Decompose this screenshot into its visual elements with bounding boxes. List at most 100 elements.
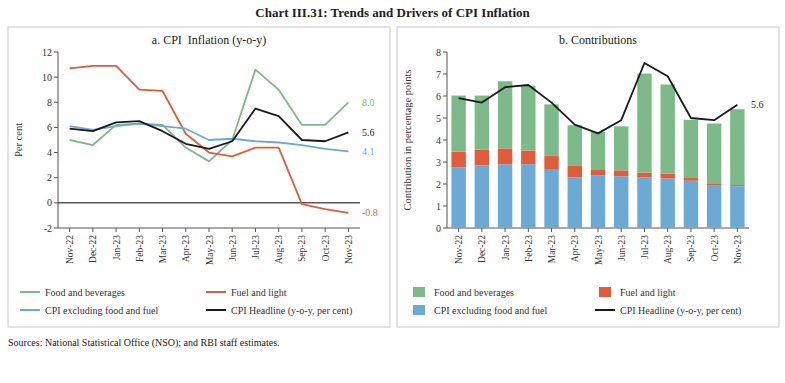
bar (475, 149, 489, 165)
y-tick-label: 1 (436, 201, 441, 212)
x-tick-label: Oct-23 (321, 235, 331, 262)
x-tick (481, 228, 482, 232)
bar (707, 124, 721, 185)
bar (660, 85, 674, 174)
bar (684, 181, 698, 228)
legend-swatch (20, 291, 40, 293)
end-label: 5.6 (362, 127, 375, 138)
y-tick-label: 0 (47, 197, 52, 208)
y-tick (54, 127, 58, 128)
x-tick-label: Aug-23 (274, 235, 284, 264)
x-tick-label: Jan-23 (501, 235, 511, 261)
y-tick (443, 162, 447, 163)
bar (451, 168, 465, 229)
legend-label: CPI Headline (y-o-y, per cent) (620, 305, 741, 317)
panel-border (397, 27, 779, 327)
y-tick (443, 118, 447, 119)
x-tick-label: Jul-23 (640, 235, 650, 259)
y-tick-label: -2 (44, 223, 52, 234)
end-label: 8.0 (362, 97, 375, 108)
bar (684, 120, 698, 178)
bar (475, 96, 489, 150)
y-tick (443, 184, 447, 185)
y-tick-label: 4 (436, 135, 441, 146)
x-tick-label: Nov-22 (454, 235, 464, 264)
x-tick-label: Oct-23 (710, 235, 720, 262)
y-axis-line (58, 52, 59, 228)
y-tick (443, 228, 447, 229)
line (459, 63, 738, 133)
x-tick (92, 228, 93, 232)
end-label: 5.6 (751, 99, 764, 110)
bar (521, 86, 535, 151)
line (70, 124, 349, 152)
x-tick-label: Feb-23 (135, 235, 145, 262)
bar (591, 169, 605, 175)
legend-label: Fuel and light (231, 287, 287, 298)
bar (521, 164, 535, 228)
legend-swatch (206, 309, 226, 311)
y-axis-label: Contribution in percentage points (402, 70, 413, 211)
y-tick (54, 52, 58, 53)
x-tick-label: Jan-23 (112, 235, 122, 261)
y-tick-label: 8 (47, 97, 52, 108)
x-tick-label: Mar-23 (547, 235, 557, 264)
y-tick-label: 2 (436, 179, 441, 190)
bar (544, 104, 558, 156)
legend-label: CPI excluding food and fuel (45, 305, 159, 316)
panel-title: b. Contributions (559, 33, 637, 47)
bar (498, 164, 512, 228)
x-tick (621, 228, 622, 232)
bar (451, 96, 465, 152)
panel-title: a. CPI Inflation (y-o-y) (152, 33, 266, 47)
line (70, 109, 349, 149)
x-tick (301, 228, 302, 232)
bar (591, 175, 605, 228)
bar (730, 185, 744, 186)
y-tick (54, 77, 58, 78)
y-tick-label: 6 (436, 91, 441, 102)
bar (637, 177, 651, 228)
bar (730, 109, 744, 185)
x-tick-label: Jun-23 (617, 235, 627, 261)
x-tick-label: Jun-23 (228, 235, 238, 261)
x-tick (528, 228, 529, 232)
y-tick-label: 6 (47, 122, 52, 133)
x-tick (574, 228, 575, 232)
y-tick-label: 3 (436, 157, 441, 168)
bar (707, 185, 721, 228)
x-tick (162, 228, 163, 232)
x-tick (139, 228, 140, 232)
y-tick-label: 10 (42, 72, 52, 83)
y-tick (443, 96, 447, 97)
legend-swatch (599, 287, 611, 297)
x-tick-label: Feb-23 (524, 235, 534, 262)
y-tick (443, 74, 447, 75)
panel-border (8, 27, 390, 327)
x-tick (348, 228, 349, 232)
bar (614, 170, 628, 176)
x-tick-label: Nov-22 (65, 235, 75, 264)
y-tick (54, 152, 58, 153)
legend-label: Fuel and light (620, 287, 676, 298)
legend-label: Food and beverages (45, 287, 125, 298)
legend-swatch (413, 287, 425, 297)
bar (614, 176, 628, 228)
bar (544, 156, 558, 170)
bar (498, 148, 512, 164)
bar (660, 179, 674, 229)
y-tick-label: 5 (436, 113, 441, 124)
y-tick-label: 7 (436, 69, 441, 80)
bar (591, 132, 605, 169)
y-tick (443, 140, 447, 141)
x-tick (714, 228, 715, 232)
y-tick-label: 4 (47, 147, 52, 158)
legend-swatch (20, 309, 40, 311)
y-tick-label: 8 (436, 47, 441, 58)
x-tick-label: Apr-23 (181, 235, 191, 262)
legend-label: Food and beverages (434, 287, 514, 298)
x-tick (505, 228, 506, 232)
y-tick (54, 177, 58, 178)
x-tick-label: Nov-23 (344, 235, 354, 264)
x-tick (458, 228, 459, 232)
